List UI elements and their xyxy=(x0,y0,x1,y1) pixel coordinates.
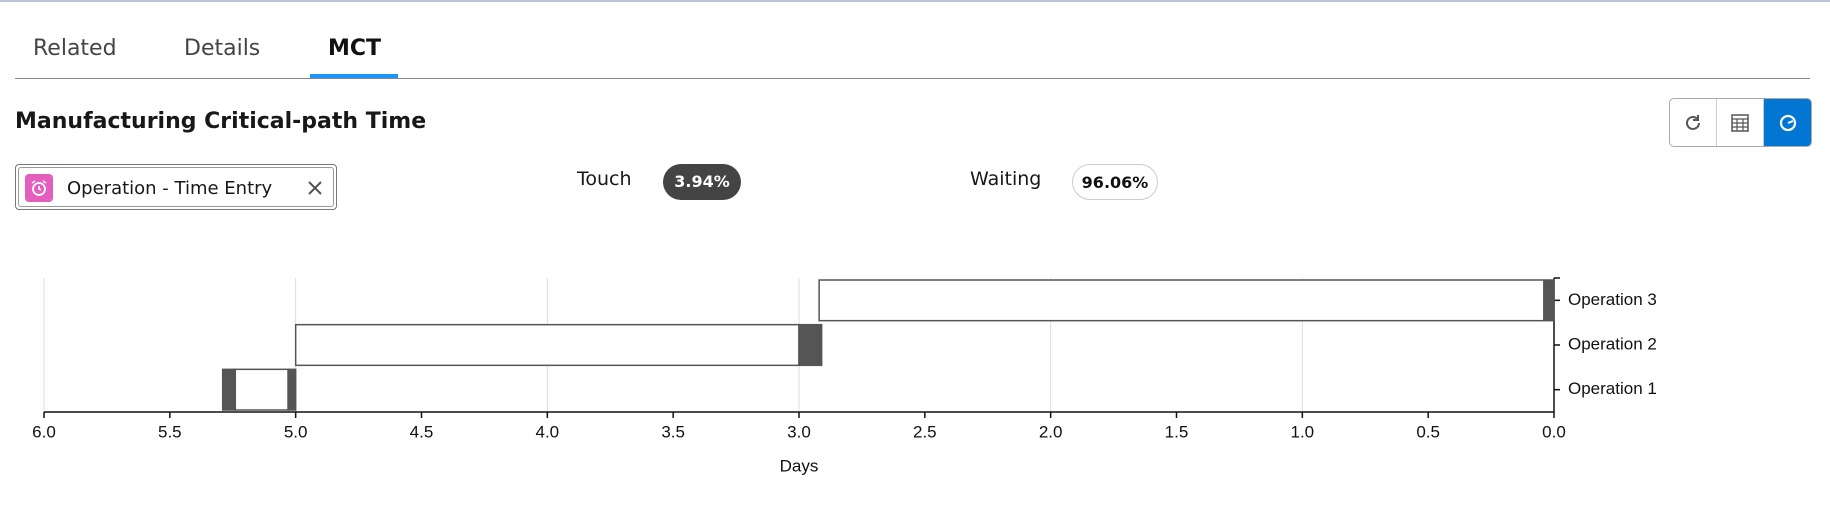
x-tick-label: 5.0 xyxy=(284,422,308,441)
tab-divider xyxy=(15,78,1810,79)
x-tick-label: 3.0 xyxy=(787,422,811,441)
section-title: Manufacturing Critical-path Time xyxy=(15,109,427,134)
table-icon xyxy=(1731,113,1749,132)
touch-label: Touch xyxy=(577,168,632,190)
chart-button[interactable] xyxy=(1764,99,1811,146)
chart-icon xyxy=(1779,114,1796,131)
x-tick-label: 1.0 xyxy=(1291,422,1315,441)
x-tick-label: 4.0 xyxy=(536,422,560,441)
y-tick-label: Operation 3 xyxy=(1568,290,1657,309)
x-axis-label: Days xyxy=(780,456,819,475)
x-tick-label: 2.0 xyxy=(1039,422,1063,441)
x-tick-label: 1.5 xyxy=(1165,422,1189,441)
chip-remove[interactable] xyxy=(307,180,323,196)
tab[interactable]: Details xyxy=(184,36,261,61)
waiting-segment xyxy=(818,279,1545,322)
x-tick-label: 3.5 xyxy=(661,422,685,441)
filter-chip[interactable]: Operation - Time Entry xyxy=(15,164,337,210)
x-tick-label: 0.5 xyxy=(1416,422,1440,441)
waiting-segment xyxy=(294,323,800,367)
touch-segment xyxy=(798,323,823,367)
touch-segment xyxy=(221,368,237,411)
x-tick-label: 0.0 xyxy=(1542,422,1566,441)
tab[interactable]: MCT xyxy=(328,36,382,61)
touch-value: 3.94% xyxy=(663,164,741,200)
touch-segment xyxy=(287,368,297,411)
waiting-segment xyxy=(234,368,289,411)
x-tick-label: 4.5 xyxy=(410,422,434,441)
touch-segment xyxy=(1543,279,1555,322)
button-group xyxy=(1669,98,1812,147)
chip-label: Operation - Time Entry xyxy=(67,178,273,199)
chip-inner: Operation - Time Entry xyxy=(18,167,334,207)
refresh-button[interactable] xyxy=(1670,99,1717,146)
x-tick-label: 2.5 xyxy=(913,422,937,441)
active-tab-indicator xyxy=(310,74,398,78)
y-tick-label: Operation 2 xyxy=(1568,334,1657,353)
alarm-icon xyxy=(31,180,47,196)
chart: 6.0 5.5 5.0 4.5 4.0 3.5 3.0 2.5 2.0 1.5 1.0 0.5 0.0 D… xyxy=(32,277,1657,475)
y-tick-label: Operation 1 xyxy=(1568,379,1657,398)
refresh-icon xyxy=(1686,114,1700,130)
chip-icon xyxy=(25,174,53,202)
tab[interactable]: Related xyxy=(33,36,117,61)
x-tick-label: 5.5 xyxy=(158,422,182,441)
x-tick-label: 6.0 xyxy=(32,422,56,441)
waiting-label: Waiting xyxy=(970,168,1042,190)
table-button[interactable] xyxy=(1717,99,1764,146)
waiting-value: 96.06% xyxy=(1072,164,1158,200)
top-border xyxy=(0,0,1830,2)
